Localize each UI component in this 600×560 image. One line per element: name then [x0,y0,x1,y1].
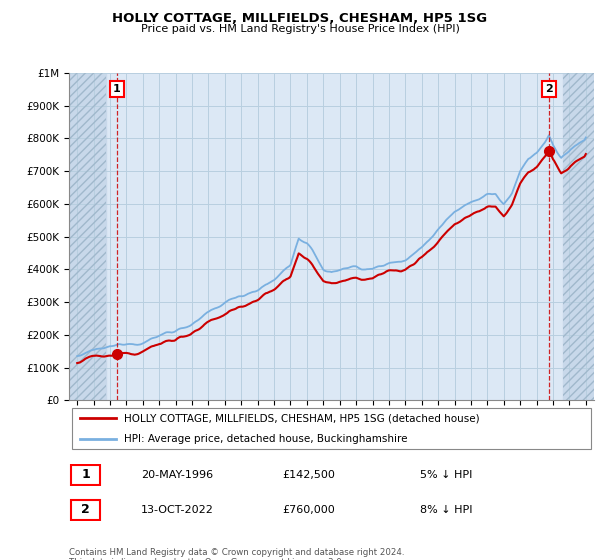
Text: £142,500: £142,500 [282,470,335,480]
Text: 2: 2 [81,503,90,516]
Text: Price paid vs. HM Land Registry's House Price Index (HPI): Price paid vs. HM Land Registry's House … [140,24,460,34]
Text: 8% ↓ HPI: 8% ↓ HPI [420,505,473,515]
Text: 1: 1 [81,468,90,482]
Text: 20-MAY-1996: 20-MAY-1996 [141,470,213,480]
FancyBboxPatch shape [71,465,100,485]
FancyBboxPatch shape [71,500,100,520]
Bar [563,73,594,400]
Text: £760,000: £760,000 [282,505,335,515]
FancyBboxPatch shape [71,408,592,449]
Text: 5% ↓ HPI: 5% ↓ HPI [420,470,472,480]
Text: 2: 2 [545,84,553,94]
Bar [69,73,106,400]
Text: 13-OCT-2022: 13-OCT-2022 [141,505,214,515]
Bar [563,73,594,400]
Text: HOLLY COTTAGE, MILLFIELDS, CHESHAM, HP5 1SG: HOLLY COTTAGE, MILLFIELDS, CHESHAM, HP5 … [112,12,488,25]
Text: 1: 1 [113,84,121,94]
Text: HPI: Average price, detached house, Buckinghamshire: HPI: Average price, detached house, Buck… [124,433,407,444]
Text: Contains HM Land Registry data © Crown copyright and database right 2024.
This d: Contains HM Land Registry data © Crown c… [69,548,404,560]
Text: HOLLY COTTAGE, MILLFIELDS, CHESHAM, HP5 1SG (detached house): HOLLY COTTAGE, MILLFIELDS, CHESHAM, HP5 … [124,413,480,423]
Bar [69,73,106,400]
